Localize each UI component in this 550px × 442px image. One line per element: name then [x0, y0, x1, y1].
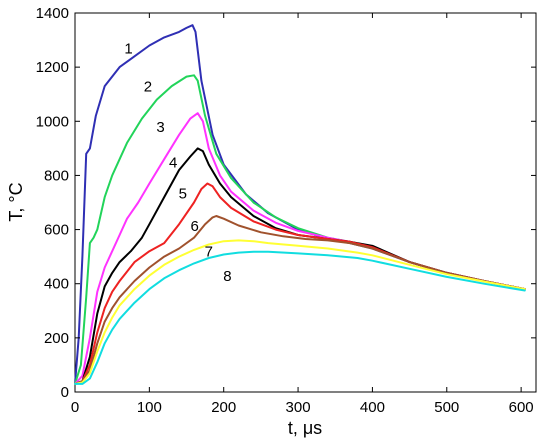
- curve-label-6: 6: [191, 218, 199, 235]
- x-tick-label: 200: [211, 399, 236, 416]
- x-tick-label: 400: [360, 399, 385, 416]
- curve-label-4: 4: [169, 154, 177, 171]
- y-tick-label: 1400: [36, 5, 69, 22]
- y-tick-label: 1200: [36, 59, 69, 76]
- curve-label-5: 5: [179, 185, 187, 202]
- series-line-2: [74, 74, 526, 385]
- curve-label-8: 8: [223, 268, 231, 285]
- curve-label-2: 2: [144, 79, 152, 96]
- x-tick-label: 100: [137, 399, 162, 416]
- ticks-group: 0 100 200 300 400 500 600 0 200 400 600 800 1000 1200…: [36, 5, 536, 416]
- y-tick-label: 0: [61, 384, 69, 401]
- x-tick-label: 500: [434, 399, 459, 416]
- curve-label-7: 7: [205, 244, 213, 261]
- plot-area-frame: [74, 12, 537, 393]
- series-line-4: [74, 147, 526, 385]
- y-tick-label: 800: [44, 167, 69, 184]
- y-tick-label: 1000: [36, 113, 69, 130]
- x-tick-label: 300: [286, 399, 311, 416]
- x-axis-label: t, μs: [288, 418, 322, 438]
- series-line-5: [74, 182, 526, 385]
- y-tick-label: 600: [44, 222, 69, 239]
- curve-label-1: 1: [124, 41, 132, 58]
- series-line-3: [74, 112, 526, 385]
- curves-group: [74, 24, 526, 385]
- series-line-1: [74, 24, 526, 385]
- y-tick-label: 200: [44, 330, 69, 347]
- series-line-6: [74, 215, 526, 385]
- curve-label-3: 3: [156, 119, 164, 136]
- series-line-8: [74, 250, 526, 385]
- y-tick-label: 400: [44, 276, 69, 293]
- series-line-7: [74, 239, 526, 385]
- y-axis-label: T, °C: [6, 182, 26, 221]
- x-tick-label: 600: [509, 399, 534, 416]
- x-tick-label: 0: [71, 399, 79, 416]
